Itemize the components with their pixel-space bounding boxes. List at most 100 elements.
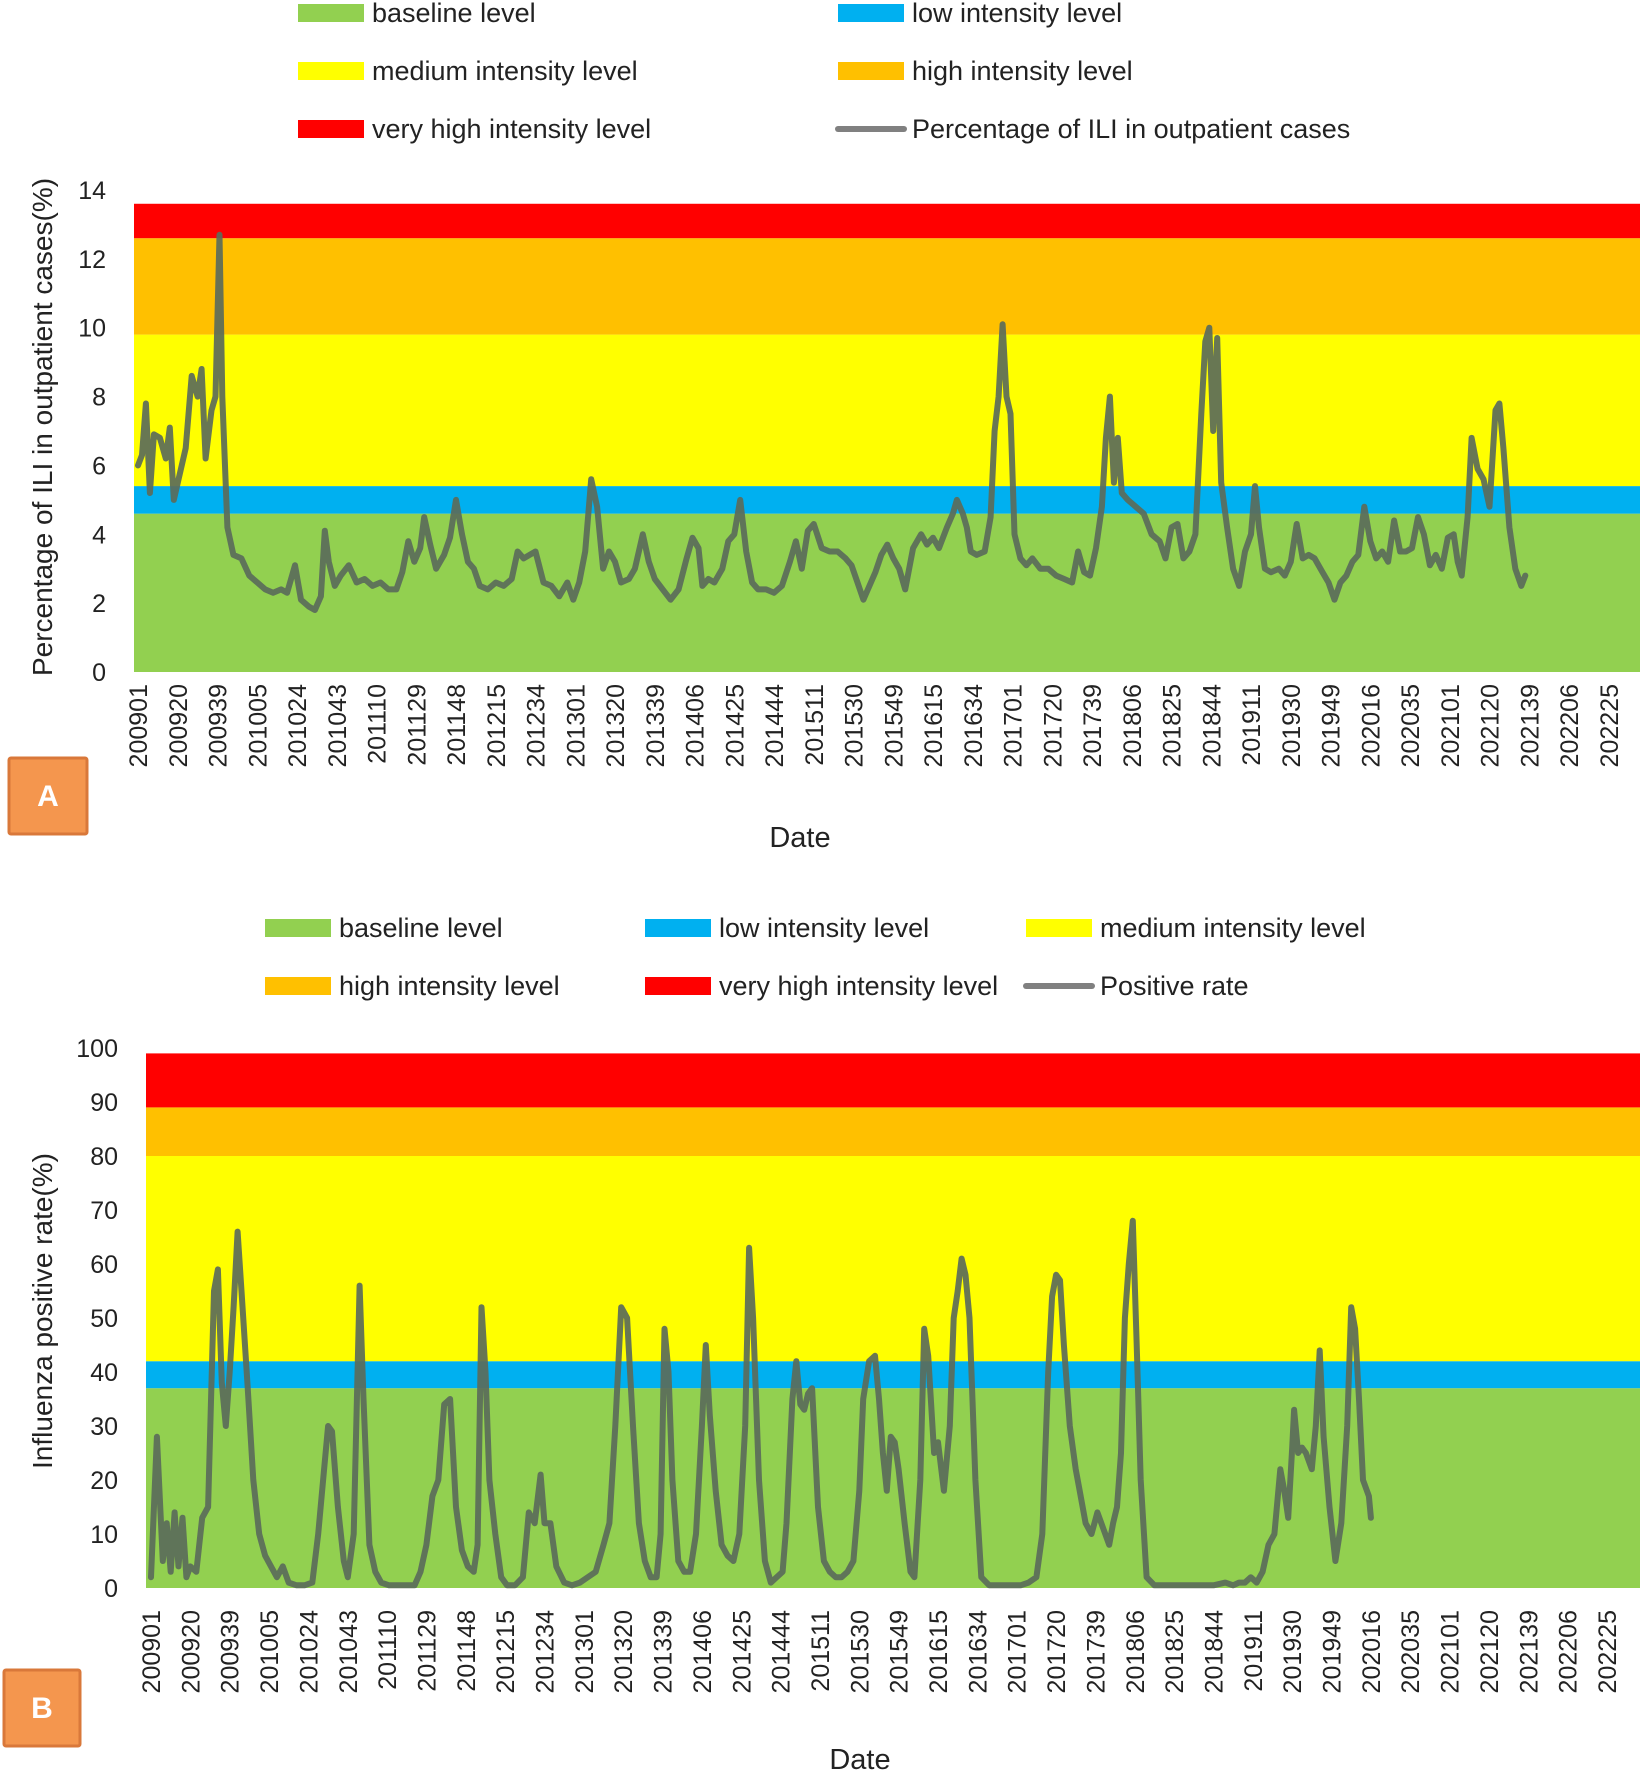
x-tick-label: 201110 <box>374 1610 402 1690</box>
band-low <box>134 486 1640 514</box>
x-tick-label: 201930 <box>1279 1610 1307 1693</box>
x-tick-label: 202206 <box>1556 684 1584 767</box>
x-tick-label: 201844 <box>1198 684 1226 768</box>
legend-swatch <box>298 4 364 22</box>
legend-label: low intensity level <box>719 913 929 943</box>
intensity-bands-a <box>134 203 1640 672</box>
y-tick-label: 14 <box>78 177 106 205</box>
x-axis-ticks-a: 200901 200920 200939 201005 201024 201043 2011… <box>125 684 1624 768</box>
x-tick-label: 201949 <box>1318 684 1346 767</box>
x-tick-label: 201320 <box>602 684 630 767</box>
series-line-positive-rate <box>148 1217 1374 1589</box>
x-tick-label: 201844 <box>1200 1610 1228 1694</box>
panel-b: baseline level low intensity level medium … <box>2 913 1640 1772</box>
legend-item-baseline: baseline level <box>298 0 536 28</box>
panel-a: baseline level low intensity level medium … <box>7 0 1640 854</box>
legend-label: medium intensity level <box>1100 913 1366 943</box>
legend-item-low: low intensity level <box>645 913 929 943</box>
x-tick-label: 201444 <box>768 1610 796 1694</box>
y-axis-ticks-a: 0 2 4 6 8 10 12 14 <box>78 177 106 687</box>
panel-badge-b-label: B <box>31 1692 53 1725</box>
x-tick-label: 201701 <box>1000 684 1028 767</box>
x-tick-label: 201634 <box>960 684 988 768</box>
y-tick-label: 70 <box>90 1197 118 1225</box>
x-tick-label: 201024 <box>284 684 312 768</box>
x-tick-label: 201234 <box>532 1610 560 1694</box>
legend-label: medium intensity level <box>372 56 638 86</box>
legend-label: high intensity level <box>912 56 1133 86</box>
x-tick-label: 201234 <box>523 684 551 768</box>
x-tick-label: 202139 <box>1516 684 1544 767</box>
x-tick-label: 201720 <box>1043 1610 1071 1693</box>
legend-item-high: high intensity level <box>265 971 560 1001</box>
x-tick-label: 201406 <box>682 684 710 767</box>
x-tick-label: 202139 <box>1515 1610 1543 1693</box>
x-tick-label: 201301 <box>571 1610 599 1693</box>
x-tick-label: 201024 <box>295 1610 323 1694</box>
y-tick-label: 60 <box>90 1251 118 1279</box>
legend-item-low: low intensity level <box>838 0 1122 28</box>
x-tick-label: 202225 <box>1594 1610 1622 1693</box>
x-tick-label: 201215 <box>483 684 511 767</box>
legend-label: high intensity level <box>339 971 560 1001</box>
x-axis-label-a: Date <box>769 822 830 854</box>
x-tick-label: 201739 <box>1082 1610 1110 1693</box>
y-axis-ticks-b: 0 10 20 30 40 50 60 70 80 90 100 <box>76 1035 118 1603</box>
legend-label: very high intensity level <box>719 971 998 1001</box>
x-tick-label: 201444 <box>761 684 789 768</box>
x-tick-label: 202225 <box>1596 684 1624 767</box>
legend-swatch <box>265 977 331 995</box>
y-tick-label: 0 <box>92 659 106 687</box>
y-tick-label: 0 <box>104 1575 118 1603</box>
x-tick-label: 201148 <box>453 1610 481 1692</box>
legend-item-very_high: very high intensity level <box>645 971 998 1001</box>
x-tick-label: 202120 <box>1477 684 1505 767</box>
legend-swatch <box>645 977 711 995</box>
x-tick-label: 202016 <box>1358 1610 1386 1693</box>
x-tick-label: 201615 <box>925 1610 953 1693</box>
x-axis-label-b: Date <box>829 1744 890 1772</box>
x-tick-label: 201806 <box>1119 684 1147 767</box>
x-tick-label: 201549 <box>880 684 908 767</box>
legend-label: baseline level <box>339 913 503 943</box>
y-axis-label-b: Influenza positive rate(%) <box>27 1153 58 1469</box>
x-tick-label: 201634 <box>964 1610 992 1694</box>
intensity-bands-b <box>146 1053 1640 1588</box>
x-tick-label: 202035 <box>1397 684 1425 767</box>
y-tick-label: 6 <box>92 452 106 480</box>
legend-item-very_high: very high intensity level <box>298 114 651 144</box>
x-tick-label: 201215 <box>492 1610 520 1693</box>
x-tick-label: 200920 <box>177 1610 205 1693</box>
x-tick-label: 200901 <box>125 684 153 767</box>
x-tick-label: 201615 <box>920 684 948 767</box>
x-tick-label: 200901 <box>138 1610 166 1693</box>
legend-item-medium: medium intensity level <box>1026 913 1366 943</box>
x-tick-label: 202035 <box>1397 1610 1425 1693</box>
band-medium <box>134 334 1640 487</box>
legend-label: low intensity level <box>912 0 1122 28</box>
legend-label: very high intensity level <box>372 114 651 144</box>
x-tick-label: 201511 <box>801 684 829 766</box>
legend-label: Percentage of ILI in outpatient cases <box>912 114 1350 144</box>
panel-badge-a: A <box>7 756 89 836</box>
y-tick-label: 2 <box>92 590 106 618</box>
x-tick-label: 201530 <box>846 1610 874 1693</box>
x-tick-label: 200920 <box>165 684 193 767</box>
legend-item-baseline: baseline level <box>265 913 503 943</box>
x-tick-label: 202120 <box>1476 1610 1504 1693</box>
legend-swatch <box>298 62 364 80</box>
x-tick-label: 201930 <box>1278 684 1306 767</box>
band-very_high <box>134 203 1640 239</box>
y-tick-label: 50 <box>90 1305 118 1333</box>
x-tick-label: 201739 <box>1079 684 1107 767</box>
y-tick-label: 8 <box>92 384 106 412</box>
band-high <box>146 1107 1640 1156</box>
legend-item-medium: medium intensity level <box>298 56 638 86</box>
x-tick-label: 201148 <box>443 684 471 766</box>
y-tick-label: 10 <box>78 315 106 343</box>
x-tick-label: 201425 <box>728 1610 756 1693</box>
y-tick-label: 12 <box>78 246 106 274</box>
x-tick-label: 202206 <box>1555 1610 1583 1693</box>
legend-a: baseline level low intensity level medium … <box>298 0 1350 144</box>
x-axis-ticks-b: 200901 200920 200939 201005 201024 201043 2011… <box>138 1610 1622 1694</box>
